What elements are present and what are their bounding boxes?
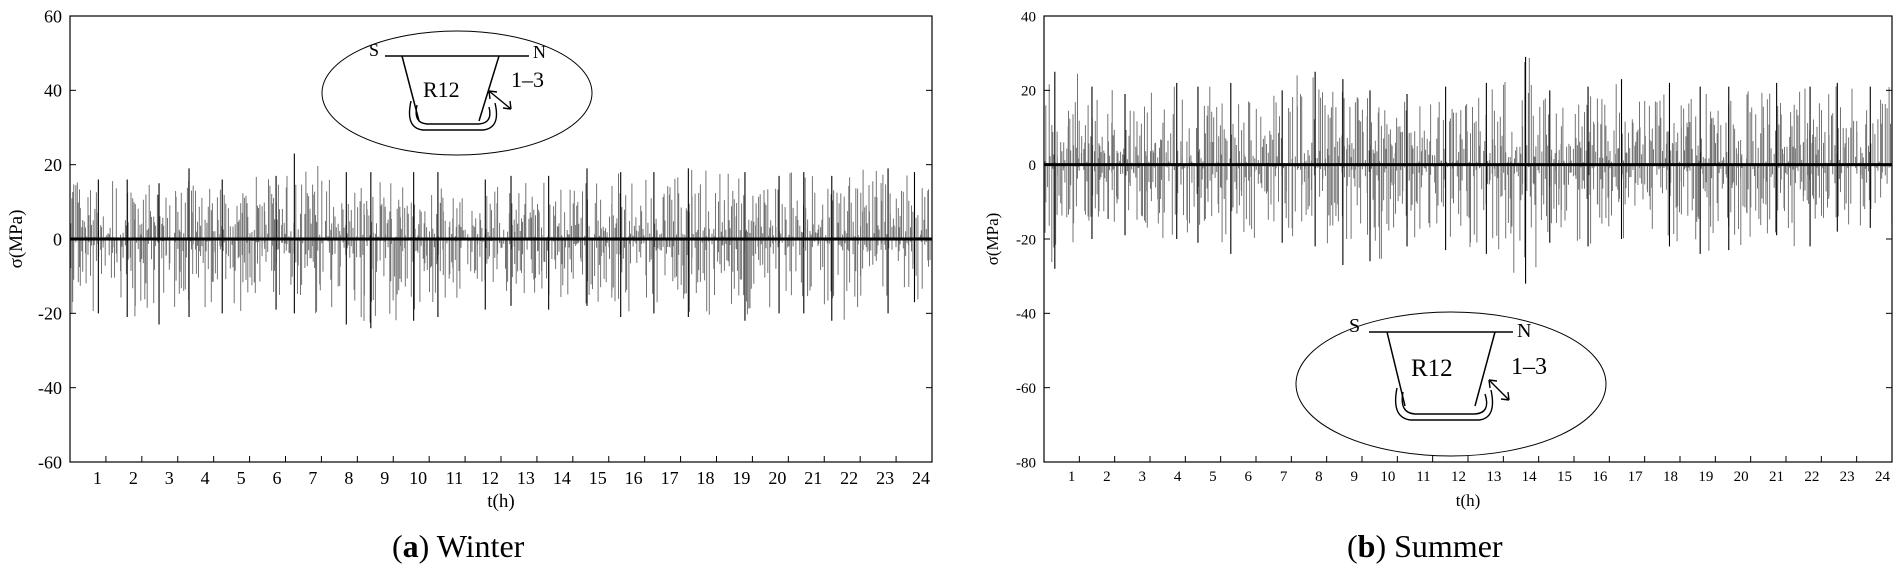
x-tick-label: 10 — [409, 468, 427, 488]
x-tick-label: 24 — [912, 468, 930, 488]
y-axis-label: σ(MPa) — [6, 210, 27, 269]
x-tick-label: 1 — [93, 468, 102, 488]
x-tick-label: 17 — [1628, 469, 1644, 485]
y-tick-label: 40 — [44, 81, 62, 101]
x-tick-label: 12 — [481, 468, 499, 488]
x-tick-label: 20 — [768, 468, 786, 488]
stress-signal-winter — [70, 153, 933, 329]
x-tick-label: 23 — [1840, 469, 1855, 485]
x-tick-label: 8 — [1315, 469, 1323, 485]
x-tick-label: 13 — [1486, 469, 1501, 485]
x-axis-ticks: 1 2 3 4 5 6 7 8 9 10 11 12 13 14 15 16 17 18 19 20 21 22 23 24 — [93, 456, 933, 488]
x-tick-label: 17 — [661, 468, 679, 488]
y-tick-label: -80 — [1016, 455, 1036, 471]
inset-ellipse — [1295, 311, 1607, 457]
x-tick-label: 9 — [1351, 469, 1359, 485]
x-tick-label: 19 — [1698, 469, 1713, 485]
rib-bottom-plate — [1394, 387, 1494, 421]
caption-winter: (a) Winter — [392, 528, 525, 564]
y-tick-label: -40 — [38, 378, 62, 398]
gauge-arrow — [488, 90, 512, 110]
y-tick-label: 20 — [1021, 84, 1036, 100]
x-tick-label: 22 — [840, 468, 858, 488]
x-tick-label: 16 — [1592, 469, 1608, 485]
x-tick-label: 15 — [589, 468, 607, 488]
gauge-arrow — [1488, 379, 1510, 401]
x-tick-label: 6 — [273, 468, 282, 488]
caption-text: Winter — [436, 528, 525, 564]
x-axis-label: t(h) — [1456, 491, 1481, 510]
x-tick-label: 5 — [1209, 469, 1217, 485]
x-tick-label: 7 — [308, 468, 317, 488]
label-north: N — [533, 42, 546, 62]
x-tick-label: 6 — [1245, 469, 1253, 485]
label-rib: R12 — [423, 77, 460, 102]
x-tick-label: 12 — [1451, 469, 1466, 485]
y-tick-label: 0 — [1029, 158, 1037, 174]
y-tick-label: 60 — [44, 6, 62, 26]
x-tick-label: 18 — [1663, 469, 1678, 485]
x-tick-label: 2 — [129, 468, 138, 488]
y-axis-ticks: -80 -60 -40 -20 0 20 40 — [1016, 9, 1892, 471]
x-tick-label: 19 — [732, 468, 750, 488]
x-tick-label: 16 — [625, 468, 643, 488]
x-tick-label: 3 — [165, 468, 174, 488]
rib-outline — [1386, 331, 1496, 407]
x-tick-label: 24 — [1875, 469, 1891, 485]
x-tick-label: 10 — [1380, 469, 1395, 485]
y-tick-label: -20 — [38, 304, 62, 324]
rib-bottom-plate — [408, 100, 498, 131]
x-tick-label: 9 — [380, 468, 389, 488]
x-tick-label: 20 — [1734, 469, 1749, 485]
x-tick-label: 23 — [876, 468, 894, 488]
x-tick-label: 21 — [804, 468, 822, 488]
caption-letter: a — [402, 528, 419, 564]
y-tick-label: 40 — [1021, 9, 1036, 25]
y-tick-label: -20 — [1016, 232, 1036, 248]
x-tick-label: 4 — [201, 468, 210, 488]
x-tick-label: 11 — [446, 468, 463, 488]
label-south: S — [1349, 315, 1360, 337]
x-tick-label: 21 — [1769, 469, 1784, 485]
x-tick-label: 8 — [344, 468, 353, 488]
label-rib: R12 — [1411, 355, 1453, 382]
x-tick-label: 7 — [1280, 469, 1288, 485]
y-axis-label: σ(MPa) — [983, 213, 1002, 266]
section-inset-diagram: S N R12 1–3 — [321, 30, 593, 156]
x-tick-label: 18 — [697, 468, 715, 488]
x-tick-label: 2 — [1103, 469, 1111, 485]
x-tick-label: 1 — [1068, 469, 1076, 485]
caption-letter: b — [1357, 528, 1376, 564]
x-tick-label: 14 — [553, 468, 571, 488]
y-tick-label: 20 — [44, 155, 62, 175]
label-south: S — [369, 40, 379, 60]
caption-text: Summer — [1394, 528, 1503, 564]
caption-summer: (b) Summer — [1347, 528, 1503, 564]
y-tick-label: -60 — [38, 452, 62, 472]
inset-ellipse — [321, 30, 593, 156]
x-tick-label: 5 — [237, 468, 246, 488]
x-axis-label: t(h) — [487, 491, 514, 512]
y-tick-label: 0 — [53, 229, 62, 249]
section-inset-diagram: S N R12 1–3 — [1295, 311, 1607, 457]
stress-signal-summer — [1044, 56, 1893, 284]
y-tick-label: -60 — [1016, 381, 1036, 397]
label-north: N — [1517, 320, 1531, 342]
x-tick-label: 11 — [1416, 469, 1430, 485]
x-tick-label: 13 — [517, 468, 535, 488]
label-gauge: 1–3 — [1511, 354, 1547, 380]
x-axis-ticks: 1 2 3 4 5 6 7 8 9 10 11 12 13 14 15 16 17 18 19 20 21 22 23 24 — [1068, 456, 1893, 485]
x-tick-label: 4 — [1174, 469, 1182, 485]
x-tick-label: 22 — [1804, 469, 1819, 485]
x-tick-label: 15 — [1557, 469, 1572, 485]
label-gauge: 1–3 — [511, 67, 544, 92]
y-axis-ticks: -60 -40 -20 0 20 40 60 — [38, 6, 932, 472]
x-tick-label: 3 — [1139, 469, 1147, 485]
y-tick-label: -40 — [1016, 307, 1036, 323]
x-tick-label: 14 — [1522, 469, 1538, 485]
